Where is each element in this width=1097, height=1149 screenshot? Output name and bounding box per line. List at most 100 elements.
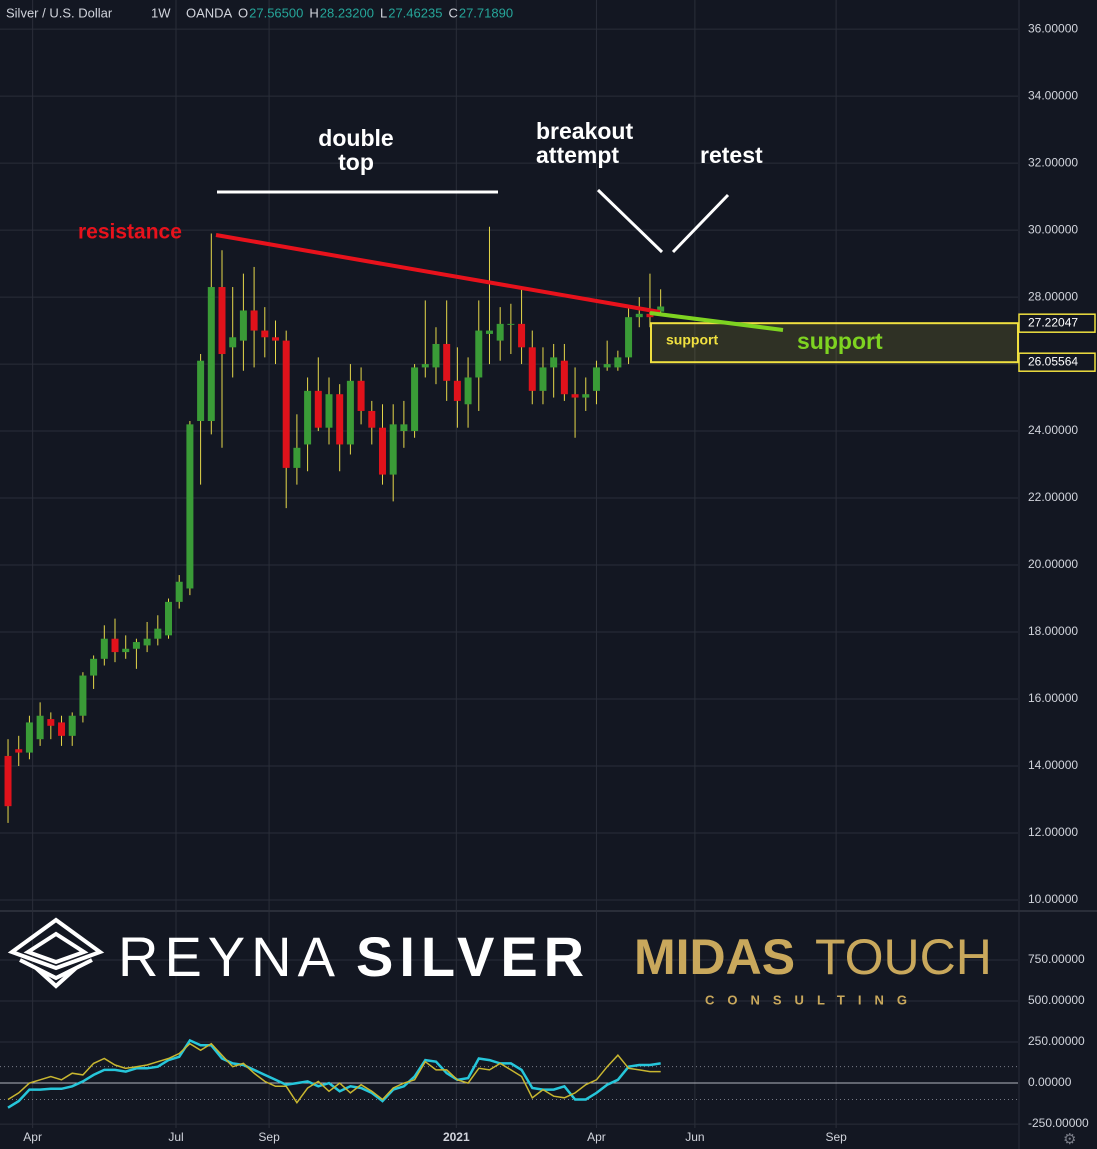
candle-body	[282, 340, 290, 468]
candle-body	[207, 287, 215, 422]
annotation: support	[666, 332, 718, 348]
y-tick-label: 28.00000	[1028, 289, 1078, 303]
logo-icon	[7, 917, 105, 971]
candle-body	[368, 410, 376, 428]
annotation: breakout	[536, 118, 633, 144]
ohlc-key: O	[238, 5, 248, 20]
candle-body	[165, 601, 173, 636]
candle-body	[453, 380, 461, 401]
price-label: 27.22047	[1028, 315, 1078, 329]
logo-text: REYNA	[118, 925, 341, 988]
candle-body	[304, 390, 312, 445]
candle-body	[271, 337, 279, 341]
logo-text: CONSULTING	[705, 992, 920, 1007]
candle-body	[346, 380, 354, 445]
annotation: top	[338, 149, 374, 175]
y-tick-label: 10.00000	[1028, 892, 1078, 906]
ohlc-legend: O 27.56500 H 28.23200 L 27.46235 C 27.71890	[238, 5, 513, 20]
candle-body	[550, 357, 558, 368]
resistance-line	[215, 233, 661, 314]
candle-body	[336, 394, 344, 445]
ohlc-key: L	[380, 5, 387, 20]
candle-body	[357, 380, 365, 411]
x-tick-label: 2021	[443, 1130, 470, 1144]
reyna-logo: REYNA SILVER	[7, 917, 590, 989]
candle-body	[314, 390, 322, 428]
candle-body	[443, 343, 451, 381]
annotation: double	[318, 125, 393, 151]
y-tick-label: 14.00000	[1028, 758, 1078, 772]
candle-body	[539, 367, 547, 391]
candle-body	[635, 313, 643, 318]
candle-body	[625, 317, 633, 358]
y-tick-label: 32.00000	[1028, 155, 1078, 169]
candle-body	[218, 287, 226, 355]
y-tick-label: 0.00000	[1028, 1075, 1072, 1089]
candle-body	[507, 323, 515, 325]
settings-icon[interactable]: ⚙	[1063, 1131, 1076, 1148]
ohlc-key: C	[448, 5, 457, 20]
x-tick-label: Sep	[825, 1130, 847, 1144]
candle-body	[132, 642, 140, 649]
candle-body	[496, 323, 504, 341]
y-tick-label: 250.00000	[1028, 1034, 1085, 1048]
candle-body	[432, 343, 440, 368]
logo-icon	[19, 958, 93, 989]
candle-body	[614, 357, 622, 368]
retest-line	[671, 193, 730, 254]
candle-body	[186, 424, 194, 589]
candle-body	[657, 306, 665, 312]
candle-body	[90, 658, 98, 676]
interval: 1W	[151, 5, 171, 20]
support-line	[649, 311, 784, 332]
candle-body	[603, 364, 611, 368]
y-tick-label: 24.00000	[1028, 423, 1078, 437]
candle-body	[592, 367, 600, 391]
ohlc-value: 27.56500	[249, 5, 303, 20]
candle-body	[122, 648, 130, 653]
candle-body	[239, 310, 247, 341]
candle-body	[646, 313, 654, 318]
annotation: retest	[700, 142, 763, 168]
ohlc-key: H	[309, 5, 318, 20]
indicator-line	[7, 1042, 661, 1105]
x-tick-label: Jun	[685, 1130, 704, 1144]
y-tick-label: 30.00000	[1028, 222, 1078, 236]
candle-body	[79, 675, 87, 716]
x-tick-label: Jul	[168, 1130, 183, 1144]
candle-body	[293, 447, 301, 468]
y-tick-label: 16.00000	[1028, 691, 1078, 705]
price-label-box	[1018, 313, 1096, 333]
y-tick-label: 22.00000	[1028, 490, 1078, 504]
candle-body	[36, 715, 44, 740]
candle-body	[421, 364, 429, 368]
candle-body	[229, 337, 237, 348]
logo-text: SILVER	[356, 925, 590, 988]
candle-body	[411, 367, 419, 432]
x-tick-label: Apr	[587, 1130, 606, 1144]
candle-body	[400, 424, 408, 432]
ohlc-value: 28.23200	[320, 5, 374, 20]
x-tick-label: Apr	[23, 1130, 42, 1144]
candle-body	[175, 581, 183, 602]
candle-body	[389, 424, 397, 475]
y-tick-label: 36.00000	[1028, 21, 1078, 35]
grid	[0, 0, 1018, 1128]
candle-body	[378, 427, 386, 475]
price-label: 26.05564	[1028, 354, 1078, 368]
candle-body	[197, 360, 205, 422]
support-zone	[650, 322, 1019, 364]
annotation: resistance	[78, 221, 182, 244]
price-label-box	[1018, 352, 1096, 372]
candle-body	[485, 330, 493, 334]
candle-body	[154, 628, 162, 639]
candle-body	[475, 330, 483, 378]
y-tick-label: 34.00000	[1028, 88, 1078, 102]
annotation: support	[797, 328, 883, 354]
candle-body	[47, 719, 55, 726]
candle-body	[111, 638, 119, 653]
y-tick-label: -250.00000	[1028, 1116, 1089, 1130]
midas-logo: MIDAS TOUCH CONSULTING	[634, 929, 992, 1007]
y-tick-label: 18.00000	[1028, 624, 1078, 638]
